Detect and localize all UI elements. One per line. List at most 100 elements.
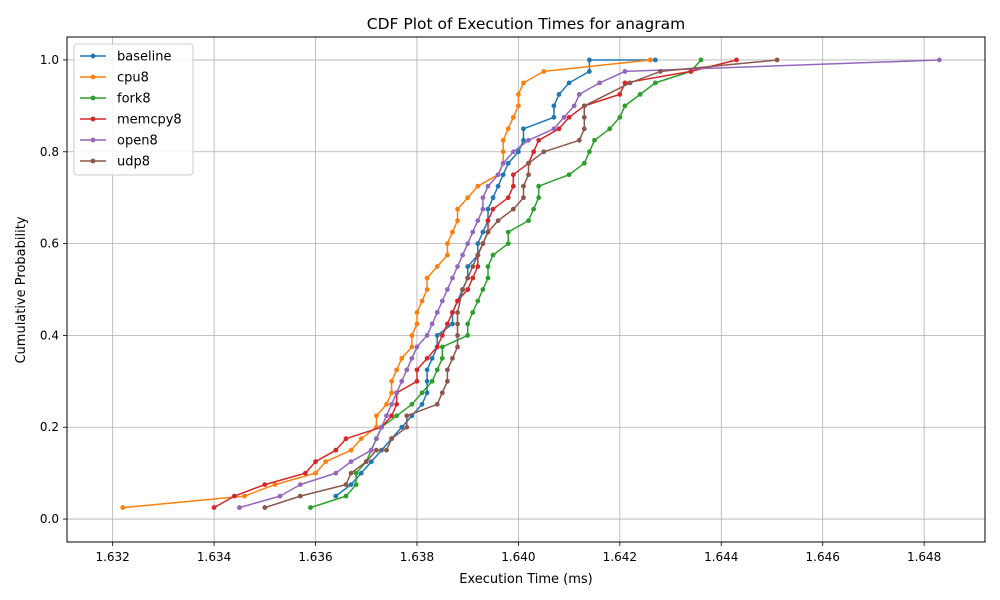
data-point-open8 <box>597 80 602 86</box>
data-point-cpu8 <box>358 436 364 442</box>
data-point-udp8 <box>348 470 354 476</box>
data-point-fork8 <box>394 413 400 419</box>
data-point-fork8 <box>434 367 440 373</box>
data-point-udp8 <box>658 69 663 74</box>
data-point-baseline <box>429 355 435 361</box>
data-point-udp8 <box>581 103 587 109</box>
legend-label: open8 <box>117 134 158 149</box>
data-point-baseline <box>551 114 557 120</box>
data-point-fork8 <box>409 401 415 407</box>
data-point-memcpy8 <box>505 195 511 201</box>
data-point-fork8 <box>505 229 511 235</box>
data-point-fork8 <box>490 252 496 258</box>
data-point-udp8 <box>343 482 349 488</box>
y-tick-label: 0.8 <box>40 145 59 159</box>
data-point-udp8 <box>480 241 486 246</box>
data-point-baseline <box>399 424 405 430</box>
data-point-cpu8 <box>647 57 653 63</box>
data-point-open8 <box>485 183 491 189</box>
data-point-cpu8 <box>521 80 526 86</box>
data-point-open8 <box>277 493 283 499</box>
legend-label: udp8 <box>117 155 150 170</box>
data-point-fork8 <box>353 482 359 488</box>
data-point-baseline <box>475 241 481 246</box>
data-point-memcpy8 <box>465 287 471 292</box>
data-point-udp8 <box>521 195 526 201</box>
x-tick-label: 1.636 <box>298 550 332 564</box>
legend-item-fork8: fork8 <box>80 92 151 107</box>
data-point-open8 <box>571 103 577 109</box>
x-tick-label: 1.646 <box>806 550 840 564</box>
data-point-baseline <box>465 264 471 269</box>
data-point-open8 <box>500 160 506 166</box>
data-point-udp8 <box>495 218 501 224</box>
data-point-fork8 <box>505 241 511 246</box>
data-point-open8 <box>455 264 460 269</box>
data-point-fork8 <box>652 80 658 86</box>
data-point-fork8 <box>470 310 476 315</box>
data-point-memcpy8 <box>333 447 339 453</box>
data-point-open8 <box>475 218 481 224</box>
data-point-memcpy8 <box>414 378 420 384</box>
data-point-open8 <box>409 355 415 361</box>
data-point-baseline <box>515 149 521 155</box>
grid-lines <box>67 37 985 542</box>
data-point-fork8 <box>343 493 349 499</box>
data-point-memcpy8 <box>734 57 739 63</box>
data-point-baseline <box>586 57 592 63</box>
data-point-open8 <box>622 69 628 74</box>
series-line-open8 <box>239 59 940 509</box>
data-point-memcpy8 <box>439 333 445 338</box>
x-axis: 1.632 1.634 1.636 1.638 1.640 1.642 1.644 1.646… <box>95 542 941 564</box>
data-point-udp8 <box>455 344 460 350</box>
data-point-memcpy8 <box>313 459 318 465</box>
legend-swatch-marker <box>90 158 96 164</box>
data-point-open8 <box>434 310 440 315</box>
data-point-open8 <box>384 413 389 419</box>
data-point-cpu8 <box>434 264 440 269</box>
data-point-fork8 <box>586 149 592 155</box>
data-point-baseline <box>551 103 557 109</box>
data-point-open8 <box>333 470 339 476</box>
data-point-open8 <box>379 424 384 430</box>
x-tick-label: 1.634 <box>197 550 231 564</box>
data-point-udp8 <box>526 172 531 178</box>
data-point-open8 <box>404 367 410 373</box>
data-point-udp8 <box>455 333 460 338</box>
data-point-udp8 <box>526 160 531 166</box>
data-point-udp8 <box>541 149 547 155</box>
data-point-open8 <box>399 378 405 384</box>
data-point-open8 <box>368 447 374 453</box>
data-point-memcpy8 <box>490 206 496 212</box>
data-point-udp8 <box>262 505 268 510</box>
data-point-open8 <box>444 287 450 292</box>
x-axis-title: Execution Time (ms) <box>459 572 592 587</box>
data-point-fork8 <box>419 390 425 396</box>
data-point-memcpy8 <box>510 183 516 189</box>
data-point-baseline <box>348 482 354 488</box>
data-point-fork8 <box>637 91 643 97</box>
data-point-open8 <box>551 126 557 132</box>
data-point-memcpy8 <box>389 413 394 419</box>
data-point-cpu8 <box>394 367 400 373</box>
data-point-udp8 <box>404 413 410 419</box>
data-point-memcpy8 <box>424 355 430 361</box>
data-point-udp8 <box>384 447 389 453</box>
data-point-fork8 <box>465 333 471 338</box>
data-point-cpu8 <box>414 321 420 327</box>
x-tick-label: 1.638 <box>400 550 434 564</box>
data-point-udp8 <box>774 57 780 63</box>
data-point-udp8 <box>434 401 440 407</box>
data-point-open8 <box>373 436 379 442</box>
data-point-cpu8 <box>384 401 389 407</box>
data-point-cpu8 <box>444 252 450 258</box>
data-point-cpu8 <box>242 493 247 499</box>
data-point-open8 <box>348 459 354 465</box>
legend-items: baseline cpu8 fork8 memcpy8 open8 udp8 <box>80 50 182 170</box>
data-point-open8 <box>465 241 471 246</box>
data-point-baseline <box>586 69 592 74</box>
data-point-open8 <box>936 57 942 63</box>
x-tick-label: 1.648 <box>907 550 941 564</box>
data-point-udp8 <box>485 229 491 235</box>
